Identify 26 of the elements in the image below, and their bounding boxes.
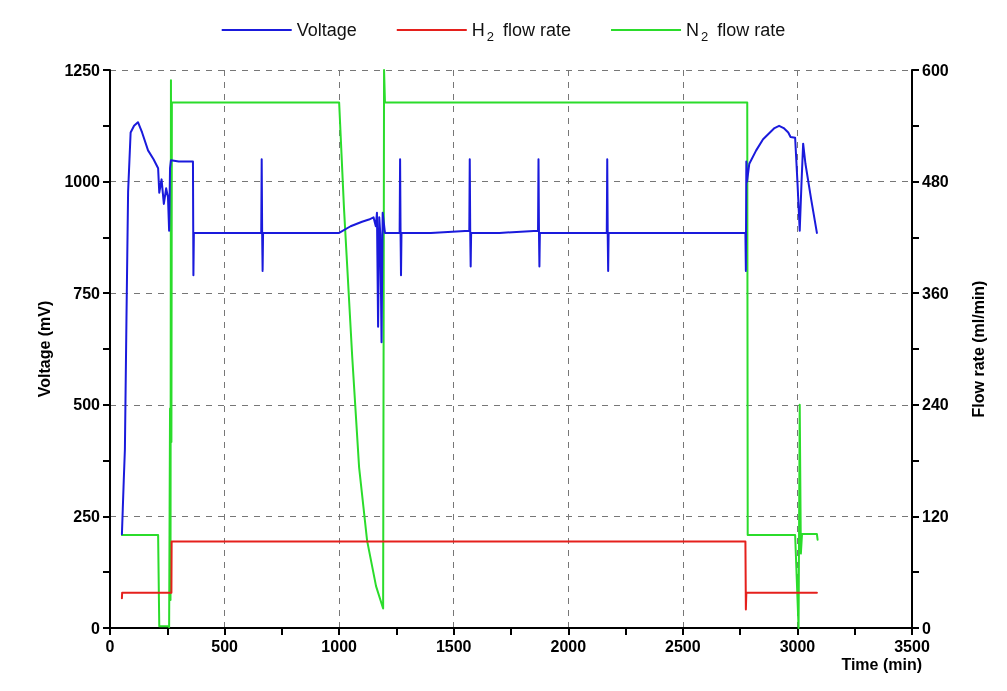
y-tick-label: 1250	[64, 61, 101, 79]
x-tick-label: 0	[105, 637, 115, 655]
x-axis-title: Time (min)	[841, 655, 922, 673]
x-tick-label: 2000	[550, 637, 587, 655]
x-tick-label: 2500	[665, 637, 701, 655]
y2-tick-label: 240	[922, 396, 949, 414]
x-tick-label: 3500	[894, 637, 930, 655]
x-tick-label: 500	[211, 637, 239, 655]
y-tick-label: 250	[73, 507, 101, 525]
line-series	[120, 121, 818, 536]
y-tick-label: 750	[73, 284, 101, 302]
y-axis-title: Voltage (mV)	[35, 300, 53, 398]
y2-tick-label: 600	[922, 61, 949, 79]
y2-tick-label: 120	[922, 507, 949, 525]
y2-tick-label: 360	[922, 284, 949, 302]
line-series	[120, 69, 819, 629]
y-tick-label: 0	[91, 619, 101, 637]
y2-tick-label: 480	[922, 173, 949, 191]
x-tick-label: 1000	[321, 637, 358, 655]
y2-tick-label: 0	[922, 619, 931, 637]
y-tick-label: 500	[73, 396, 101, 414]
x-tick-label: 3000	[779, 637, 816, 655]
y2-axis-title: Flow rate (ml/min)	[969, 280, 987, 418]
legend-label: Voltage	[296, 20, 357, 40]
x-tick-label: 1500	[435, 637, 472, 655]
y-tick-label: 1000	[64, 173, 101, 191]
